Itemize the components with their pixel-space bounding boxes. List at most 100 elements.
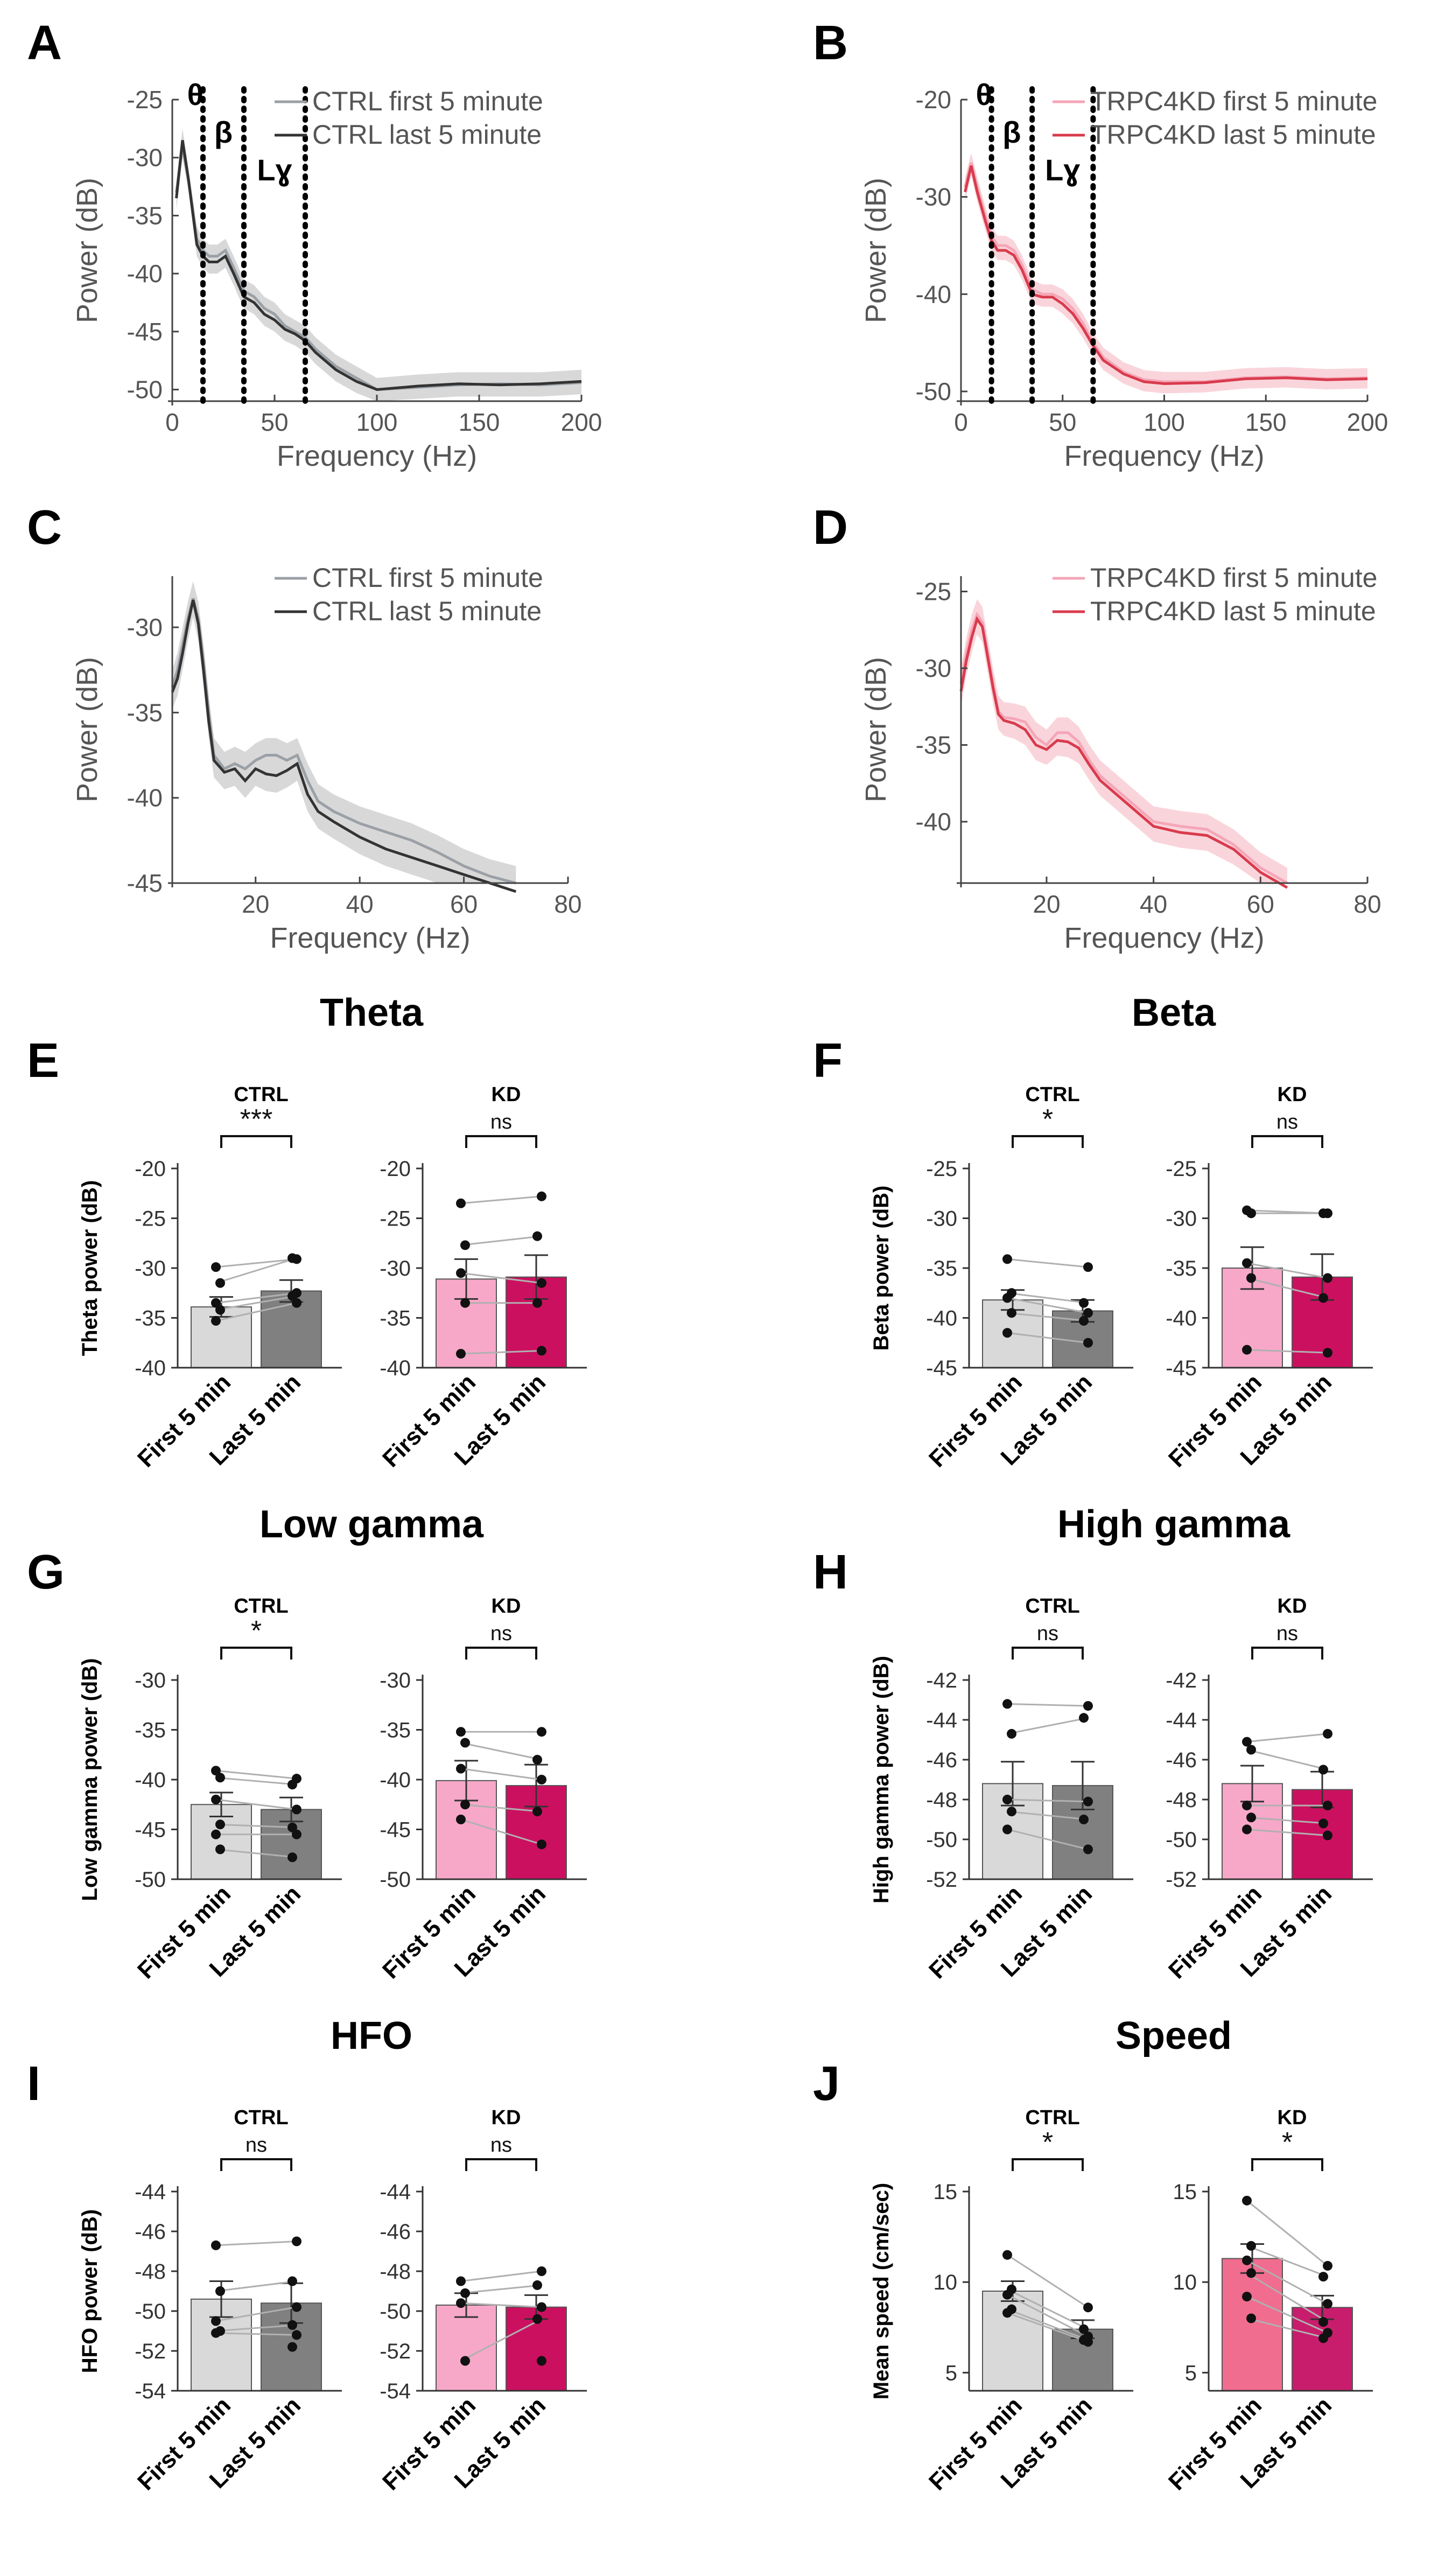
- y-tick-label: -30: [380, 1669, 411, 1692]
- subplot-label: KD: [492, 2106, 521, 2129]
- spectrum-series-line: [171, 599, 517, 893]
- significance-bracket: [465, 2158, 537, 2171]
- data-point: [1242, 1345, 1252, 1355]
- data-point: [287, 1253, 297, 1263]
- data-point: [287, 1822, 297, 1832]
- data-point: [532, 1231, 542, 1241]
- data-point: [1323, 1273, 1332, 1283]
- data-point: [460, 1738, 470, 1748]
- y-tick-label: -25: [1166, 1157, 1197, 1181]
- legend-label: TRPC4KD first 5 minute: [1090, 563, 1377, 593]
- significance-label: ns: [1276, 1111, 1298, 1133]
- data-point: [211, 1766, 221, 1776]
- data-point: [460, 1800, 470, 1810]
- panel-letter-b: B: [813, 16, 848, 70]
- legend-label: CTRL first 5 minute: [312, 563, 543, 593]
- y-tick-label: -50: [380, 1868, 411, 1892]
- paired-line: [215, 1776, 297, 1786]
- significance-label: ns: [1037, 1622, 1058, 1645]
- data-point: [287, 2320, 297, 2330]
- data-point: [215, 1844, 225, 1854]
- x-tick-label: 50: [1049, 408, 1076, 436]
- data-point: [1002, 1293, 1012, 1303]
- data-point: [1242, 1258, 1252, 1268]
- paired-line: [1246, 1277, 1328, 1299]
- significance-label: ns: [490, 1111, 512, 1133]
- data-point: [215, 1773, 225, 1783]
- data-point: [456, 1727, 466, 1737]
- data-point: [1007, 1308, 1016, 1318]
- data-point: [292, 2330, 301, 2340]
- y-tick-label: -40: [380, 1768, 411, 1792]
- y-tick-label: 5: [945, 2361, 957, 2385]
- x-tick-label: 60: [450, 890, 478, 918]
- y-axis-label: Beta power (dB): [869, 1186, 893, 1351]
- y-tick-label: -52: [926, 1868, 957, 1892]
- y-tick-label: -45: [135, 1818, 166, 1842]
- paired-line: [460, 1818, 542, 1845]
- paired-line: [1007, 1297, 1089, 1314]
- y-tick-label: -44: [926, 1709, 957, 1732]
- paired-line: [1007, 2312, 1089, 2343]
- data-point: [1246, 2268, 1256, 2278]
- data-point: [1002, 1824, 1012, 1835]
- y-axis-label: High gamma power (dB): [869, 1656, 893, 1903]
- paired-line: [1007, 2254, 1089, 2308]
- significance-label: *: [1042, 2127, 1053, 2158]
- y-tick-label: -46: [135, 2220, 166, 2244]
- y-tick-label: -20: [135, 1157, 166, 1181]
- y-tick-label: -52: [380, 2340, 411, 2363]
- y-tick-label: -40: [926, 1307, 957, 1331]
- band-label: Lɣ: [1045, 153, 1080, 187]
- paired-line: [1007, 2294, 1089, 2337]
- significance-label: ns: [490, 1622, 512, 1645]
- significance-label: ns: [490, 2134, 512, 2157]
- y-tick-label: -35: [127, 201, 163, 229]
- x-tick-label: 20: [242, 890, 269, 918]
- data-point: [1318, 2272, 1328, 2282]
- y-tick-label: -46: [926, 1748, 957, 1772]
- spectrum-series-line: [959, 616, 1288, 889]
- data-point: [532, 2314, 542, 2324]
- data-point: [1002, 2308, 1012, 2318]
- y-tick-label: 15: [1173, 2180, 1197, 2204]
- data-point: [460, 1298, 470, 1308]
- y-tick-label: -40: [1166, 1307, 1197, 1331]
- y-tick-label: -25: [916, 578, 951, 606]
- y-tick-label: -45: [380, 1818, 411, 1842]
- data-point: [456, 1198, 466, 1208]
- y-tick-label: -35: [380, 1307, 411, 1331]
- significance-bracket: [220, 2158, 292, 2171]
- data-point: [1002, 1254, 1012, 1264]
- significance-bracket: [1251, 2158, 1323, 2171]
- data-point: [211, 1795, 221, 1804]
- data-point: [532, 1807, 542, 1817]
- legend-label: CTRL last 5 minute: [312, 120, 542, 150]
- data-point: [211, 1262, 221, 1272]
- legend-label: TRPC4KD last 5 minute: [1090, 120, 1376, 150]
- y-tick-label: -35: [926, 1257, 957, 1280]
- data-point: [1246, 2241, 1256, 2251]
- paired-line: [1007, 1798, 1089, 1803]
- paired-line: [1007, 1810, 1089, 1821]
- paired-line: [215, 2241, 297, 2246]
- data-point: [1323, 1728, 1332, 1739]
- paired-line: [460, 2284, 542, 2294]
- panel-letter-a: A: [27, 16, 62, 70]
- y-tick-label: 10: [934, 2271, 958, 2294]
- significance-bracket: [220, 1647, 292, 1660]
- data-point: [460, 2288, 470, 2298]
- significance-label: ***: [240, 1104, 273, 1135]
- y-tick-label: -40: [135, 1768, 166, 1792]
- y-tick-label: -42: [926, 1669, 957, 1692]
- legend-label: TRPC4KD last 5 minute: [1090, 596, 1376, 626]
- x-tick-label: 150: [459, 408, 500, 436]
- data-point: [456, 2276, 466, 2286]
- paired-line: [215, 2332, 297, 2336]
